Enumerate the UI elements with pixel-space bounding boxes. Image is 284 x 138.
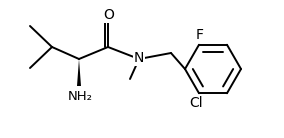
Text: F: F [196, 28, 204, 42]
Text: Cl: Cl [189, 96, 203, 110]
Text: NH₂: NH₂ [68, 90, 93, 103]
Polygon shape [77, 59, 81, 86]
Text: N: N [134, 51, 144, 65]
Text: O: O [104, 8, 114, 22]
